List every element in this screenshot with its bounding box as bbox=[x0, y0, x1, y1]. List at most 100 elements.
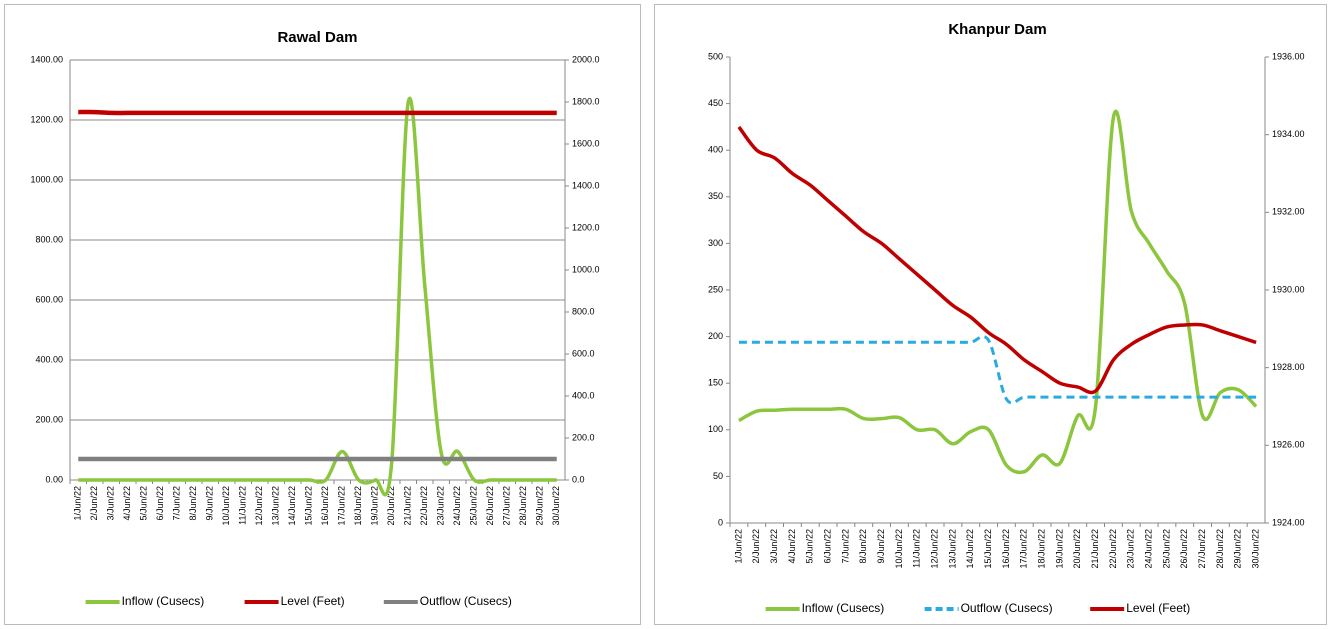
x-tick-label: 11/Jun/22 bbox=[238, 486, 248, 525]
x-tick-label: 12/Jun/22 bbox=[929, 529, 939, 569]
x-tick-label: 14/Jun/22 bbox=[965, 529, 975, 569]
x-tick-label: 6/Jun/22 bbox=[822, 529, 832, 564]
x-tick-label: 30/Jun/22 bbox=[551, 486, 561, 526]
x-tick-label: 18/Jun/22 bbox=[1036, 529, 1046, 569]
y-tick-label: 50 bbox=[713, 471, 723, 481]
y2-tick-label: 200.0 bbox=[572, 432, 595, 442]
y2-tick-label: 1936.00 bbox=[1272, 51, 1305, 61]
y-tick-label: 0.00 bbox=[45, 474, 63, 484]
x-tick-label: 18/Jun/22 bbox=[353, 486, 363, 526]
x-tick-label: 15/Jun/22 bbox=[304, 486, 314, 526]
y2-tick-label: 1930.00 bbox=[1272, 284, 1305, 294]
y-tick-label: 200 bbox=[708, 331, 723, 341]
y2-tick-label: 1800.0 bbox=[572, 96, 600, 106]
x-tick-label: 20/Jun/22 bbox=[386, 486, 396, 526]
x-tick-label: 19/Jun/22 bbox=[1054, 529, 1064, 569]
x-tick-label: 5/Jun/22 bbox=[139, 486, 149, 521]
x-tick-label: 20/Jun/22 bbox=[1072, 529, 1082, 569]
x-tick-label: 16/Jun/22 bbox=[1001, 529, 1011, 569]
x-tick-label: 9/Jun/22 bbox=[205, 486, 215, 521]
y2-tick-label: 600.0 bbox=[572, 348, 595, 358]
x-tick-label: 1/Jun/22 bbox=[73, 486, 83, 521]
y-tick-label: 0 bbox=[718, 517, 723, 527]
y2-tick-label: 1932.00 bbox=[1272, 207, 1305, 217]
y-tick-label: 400.00 bbox=[35, 354, 63, 364]
x-tick-label: 2/Jun/22 bbox=[89, 486, 99, 521]
x-tick-label: 29/Jun/22 bbox=[535, 486, 545, 526]
y-tick-label: 600.00 bbox=[35, 294, 63, 304]
x-tick-label: 23/Jun/22 bbox=[436, 486, 446, 526]
x-tick-label: 16/Jun/22 bbox=[320, 486, 330, 526]
y2-tick-label: 1000.0 bbox=[572, 264, 600, 274]
y-tick-label: 450 bbox=[708, 98, 723, 108]
x-tick-label: 6/Jun/22 bbox=[155, 486, 165, 521]
x-tick-label: 21/Jun/22 bbox=[403, 486, 413, 526]
x-tick-label: 8/Jun/22 bbox=[188, 486, 198, 521]
y2-tick-label: 0.0 bbox=[572, 474, 585, 484]
chart-title: Khanpur Dam bbox=[948, 21, 1046, 38]
y-tick-label: 100 bbox=[708, 424, 723, 434]
x-tick-label: 9/Jun/22 bbox=[876, 529, 886, 564]
x-tick-label: 26/Jun/22 bbox=[485, 486, 495, 526]
x-tick-label: 28/Jun/22 bbox=[518, 486, 528, 526]
x-tick-label: 3/Jun/22 bbox=[769, 529, 779, 564]
y2-tick-label: 2000.0 bbox=[572, 54, 600, 64]
y-tick-label: 400 bbox=[708, 145, 723, 155]
y2-tick-label: 1928.00 bbox=[1272, 362, 1305, 372]
panel bbox=[4, 4, 641, 625]
x-tick-label: 13/Jun/22 bbox=[271, 486, 281, 526]
x-tick-label: 4/Jun/22 bbox=[122, 486, 132, 521]
y-tick-label: 350 bbox=[708, 191, 723, 201]
y2-tick-label: 1400.0 bbox=[572, 180, 600, 190]
y2-tick-label: 1924.00 bbox=[1272, 517, 1305, 527]
x-tick-label: 13/Jun/22 bbox=[947, 529, 957, 569]
x-tick-label: 17/Jun/22 bbox=[337, 486, 347, 526]
legend-label: Outflow (Cusecs) bbox=[961, 601, 1053, 615]
x-tick-label: 3/Jun/22 bbox=[106, 486, 116, 521]
chart-title: Rawal Dam bbox=[277, 29, 357, 46]
x-tick-label: 27/Jun/22 bbox=[1197, 529, 1207, 569]
legend-label: Inflow (Cusecs) bbox=[802, 601, 885, 615]
x-tick-label: 4/Jun/22 bbox=[787, 529, 797, 564]
y-tick-label: 1000.00 bbox=[30, 174, 63, 184]
x-tick-label: 25/Jun/22 bbox=[1161, 529, 1171, 569]
x-tick-label: 15/Jun/22 bbox=[983, 529, 993, 569]
series-line bbox=[78, 109, 557, 116]
y2-tick-label: 400.0 bbox=[572, 390, 595, 400]
y-tick-label: 150 bbox=[708, 378, 723, 388]
x-tick-label: 26/Jun/22 bbox=[1179, 529, 1189, 569]
x-tick-label: 22/Jun/22 bbox=[419, 486, 429, 526]
legend-label: Level (Feet) bbox=[1126, 601, 1190, 615]
x-tick-label: 24/Jun/22 bbox=[1143, 529, 1153, 569]
y2-tick-label: 1200.0 bbox=[572, 222, 600, 232]
y-tick-label: 1200.00 bbox=[30, 114, 63, 124]
x-tick-label: 22/Jun/22 bbox=[1108, 529, 1118, 569]
x-tick-label: 7/Jun/22 bbox=[840, 529, 850, 564]
x-tick-label: 14/Jun/22 bbox=[287, 486, 297, 526]
x-tick-label: 21/Jun/22 bbox=[1090, 529, 1100, 569]
y2-tick-label: 1934.00 bbox=[1272, 129, 1305, 139]
x-tick-label: 28/Jun/22 bbox=[1215, 529, 1225, 569]
x-tick-label: 29/Jun/22 bbox=[1233, 529, 1243, 569]
y-tick-label: 250 bbox=[708, 284, 723, 294]
y-tick-label: 500 bbox=[708, 51, 723, 61]
y2-tick-label: 1926.00 bbox=[1272, 440, 1305, 450]
x-tick-label: 25/Jun/22 bbox=[469, 486, 479, 526]
x-tick-label: 17/Jun/22 bbox=[1019, 529, 1029, 569]
x-tick-label: 11/Jun/22 bbox=[912, 529, 922, 568]
panel bbox=[654, 4, 1327, 625]
x-tick-label: 30/Jun/22 bbox=[1250, 529, 1260, 569]
legend-label: Outflow (Cusecs) bbox=[420, 594, 512, 608]
y2-tick-label: 1600.0 bbox=[572, 138, 600, 148]
x-tick-label: 24/Jun/22 bbox=[452, 486, 462, 526]
y-tick-label: 200.00 bbox=[35, 414, 63, 424]
legend-label: Inflow (Cusecs) bbox=[122, 594, 205, 608]
x-tick-label: 8/Jun/22 bbox=[858, 529, 868, 564]
x-tick-label: 19/Jun/22 bbox=[370, 486, 380, 526]
series-line bbox=[738, 109, 1258, 475]
x-tick-label: 10/Jun/22 bbox=[221, 486, 231, 526]
x-tick-label: 10/Jun/22 bbox=[894, 529, 904, 569]
x-tick-label: 12/Jun/22 bbox=[254, 486, 264, 526]
